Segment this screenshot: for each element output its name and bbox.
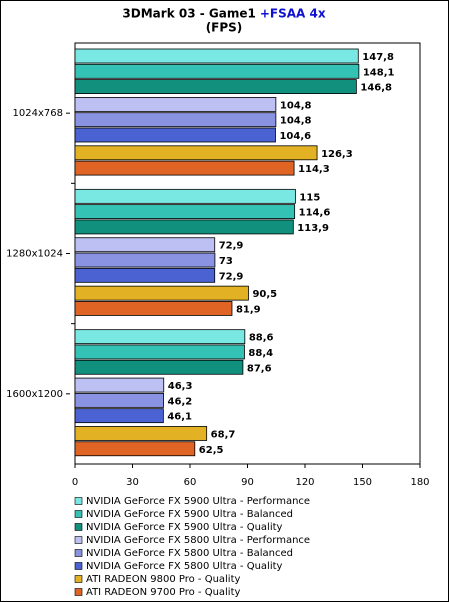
legend-label: NVIDIA GeForce FX 5800 Ultra - Balanced xyxy=(86,548,293,559)
legend-swatch xyxy=(74,523,83,531)
bar xyxy=(74,377,165,393)
value-label: 81,9 xyxy=(236,304,261,315)
bar xyxy=(74,112,277,128)
legend-label: NVIDIA GeForce FX 5900 Ultra - Quality xyxy=(86,522,283,533)
legend-swatch xyxy=(74,510,83,518)
bar xyxy=(74,48,359,64)
legend-swatch xyxy=(74,575,83,583)
bar xyxy=(74,127,276,143)
value-label: 88,4 xyxy=(248,348,273,359)
bar xyxy=(74,267,216,283)
bar xyxy=(74,219,294,235)
legend-swatch xyxy=(74,549,83,557)
legend-label: ATI RADEON 9700 Pro - Quality xyxy=(86,587,241,598)
x-tick-label: 0 xyxy=(72,477,78,488)
value-label: 104,8 xyxy=(280,100,312,111)
bar xyxy=(74,408,164,424)
bar xyxy=(74,441,196,457)
value-label: 72,9 xyxy=(219,241,244,252)
bar xyxy=(74,344,245,360)
x-tick-label: 180 xyxy=(410,477,429,488)
value-label: 87,6 xyxy=(247,363,272,374)
value-label: 46,2 xyxy=(168,396,193,407)
legend-label: NVIDIA GeForce FX 5800 Ultra - Quality xyxy=(86,561,283,572)
value-label: 126,3 xyxy=(321,149,353,160)
value-label: 147,8 xyxy=(362,52,394,63)
bar xyxy=(74,188,296,204)
bar xyxy=(74,79,357,94)
value-label: 46,1 xyxy=(167,412,192,423)
bar xyxy=(74,204,296,220)
bar xyxy=(74,285,249,301)
value-label: 114,3 xyxy=(298,164,330,175)
x-tick-label: 30 xyxy=(126,477,139,488)
x-tick-label: 150 xyxy=(353,477,372,488)
bar xyxy=(74,426,208,441)
value-label: 46,3 xyxy=(168,381,193,392)
x-tick-label: 90 xyxy=(241,477,254,488)
chart-title: 3DMark 03 - Game1 xyxy=(122,7,255,21)
bar xyxy=(74,359,244,375)
legend-label: ATI RADEON 9800 Pro - Quality xyxy=(86,574,241,585)
bar xyxy=(74,145,318,161)
value-label: 73 xyxy=(219,256,233,267)
legend-label: NVIDIA GeForce FX 5900 Ultra - Balanced xyxy=(86,509,293,520)
bar xyxy=(74,329,246,345)
value-label: 62,5 xyxy=(199,445,224,456)
bar xyxy=(74,392,164,408)
bar xyxy=(74,301,233,316)
value-label: 114,6 xyxy=(299,208,331,219)
legend-label: NVIDIA GeForce FX 5800 Ultra - Performan… xyxy=(86,535,310,546)
chart-title-highlight: +FSAA 4x xyxy=(260,7,326,21)
legend-swatch xyxy=(74,588,83,596)
legend-swatch xyxy=(74,536,83,544)
value-label: 68,7 xyxy=(211,429,236,440)
legend-swatch xyxy=(74,562,83,570)
bar xyxy=(74,97,277,112)
bar xyxy=(74,252,216,268)
bar xyxy=(74,160,295,176)
value-label: 115 xyxy=(299,192,320,203)
x-tick-label: 120 xyxy=(295,477,314,488)
chart-subtitle: (FPS) xyxy=(206,21,243,35)
value-label: 72,9 xyxy=(219,271,244,282)
value-label: 104,6 xyxy=(279,131,311,142)
legend-swatch xyxy=(74,497,83,505)
y-tick-label: 1024x768 xyxy=(13,108,63,119)
y-tick-label: 1600x1200 xyxy=(6,389,63,400)
value-label: 88,6 xyxy=(249,333,274,344)
bar xyxy=(74,237,216,253)
value-label: 90,5 xyxy=(252,289,277,300)
x-tick-label: 60 xyxy=(184,477,197,488)
bar xyxy=(74,63,360,79)
value-label: 146,8 xyxy=(360,83,392,94)
y-tick-label: 1280x1024 xyxy=(6,249,63,260)
value-label: 148,1 xyxy=(363,67,395,78)
value-label: 104,8 xyxy=(280,116,312,127)
value-label: 113,9 xyxy=(297,223,329,234)
legend-label: NVIDIA GeForce FX 5900 Ultra - Performan… xyxy=(86,496,310,507)
